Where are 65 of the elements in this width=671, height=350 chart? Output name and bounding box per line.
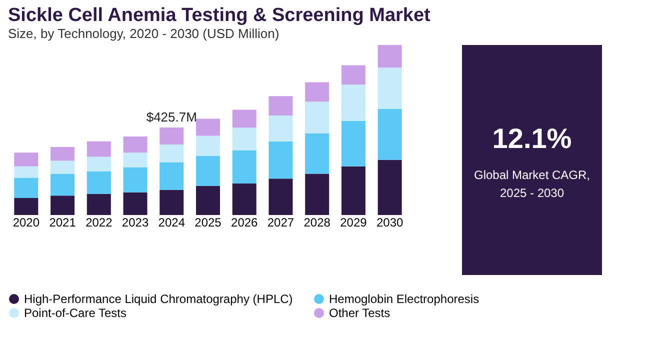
x-tick-label: 2025 bbox=[194, 216, 222, 230]
bar bbox=[123, 136, 148, 153]
bar bbox=[232, 150, 256, 184]
bar bbox=[341, 84, 366, 121]
bar bbox=[86, 171, 111, 194]
bar bbox=[341, 120, 366, 166]
bar bbox=[341, 166, 366, 215]
x-tick-label: 2024 bbox=[158, 216, 186, 230]
bar bbox=[196, 156, 220, 186]
x-tick-label: 2029 bbox=[340, 216, 368, 230]
bar bbox=[50, 196, 75, 215]
chart-subtitle: Size, by Technology, 2020 - 2030 (USD Million) bbox=[8, 26, 280, 41]
x-tick-label: 2027 bbox=[267, 216, 294, 230]
bar bbox=[86, 141, 111, 157]
bar bbox=[160, 162, 184, 190]
bar bbox=[50, 174, 75, 196]
text: Global Market CAGR, bbox=[474, 168, 590, 182]
bar bbox=[378, 108, 402, 160]
bar bbox=[160, 144, 184, 162]
chart-title: Sickle Cell Anemia Testing & Screening Market bbox=[8, 5, 432, 26]
bar bbox=[232, 110, 256, 128]
bar bbox=[378, 45, 402, 68]
legend-label: Hemoglobin Electrophoresis bbox=[329, 292, 480, 306]
bar bbox=[86, 194, 111, 215]
legend-label: Point-of-Care Tests bbox=[24, 306, 126, 320]
bar bbox=[123, 152, 148, 168]
bar bbox=[268, 178, 293, 215]
x-tick-label: 2030 bbox=[376, 216, 404, 230]
x-tick-label: 2020 bbox=[12, 216, 40, 230]
x-tick-label: 2023 bbox=[122, 216, 149, 230]
bar bbox=[50, 160, 75, 174]
bar bbox=[14, 166, 38, 178]
bar bbox=[378, 160, 402, 215]
bar bbox=[160, 190, 184, 215]
bar bbox=[14, 198, 38, 215]
annotation: $425.7M bbox=[146, 109, 197, 124]
bar bbox=[196, 136, 220, 156]
bar bbox=[341, 65, 366, 85]
bar bbox=[268, 141, 293, 179]
bar bbox=[232, 183, 256, 215]
x-tick-label: 2021 bbox=[49, 216, 76, 230]
bar bbox=[160, 127, 184, 144]
bar bbox=[123, 192, 148, 215]
bar bbox=[14, 152, 38, 166]
bar bbox=[268, 116, 293, 142]
bar bbox=[305, 174, 330, 215]
bar bbox=[268, 96, 293, 116]
bar bbox=[123, 167, 148, 192]
bar bbox=[305, 82, 330, 102]
bar bbox=[196, 186, 220, 215]
bar bbox=[14, 178, 38, 198]
legend-label: Other Tests bbox=[329, 306, 390, 320]
bar bbox=[305, 102, 330, 134]
legend-label: High-Performance Liquid Chromatography (HPLC) bbox=[24, 292, 293, 306]
x-tick-label: 2022 bbox=[86, 216, 113, 230]
bar bbox=[305, 133, 330, 174]
bar bbox=[232, 128, 256, 150]
bar bbox=[50, 147, 75, 161]
x-tick-label: 2028 bbox=[304, 216, 331, 230]
text: 12.1% bbox=[492, 123, 572, 154]
bar bbox=[378, 68, 402, 109]
bar bbox=[86, 156, 111, 172]
text: 2025 - 2030 bbox=[500, 186, 564, 200]
x-tick-label: 2026 bbox=[231, 216, 258, 230]
bar bbox=[196, 118, 220, 136]
